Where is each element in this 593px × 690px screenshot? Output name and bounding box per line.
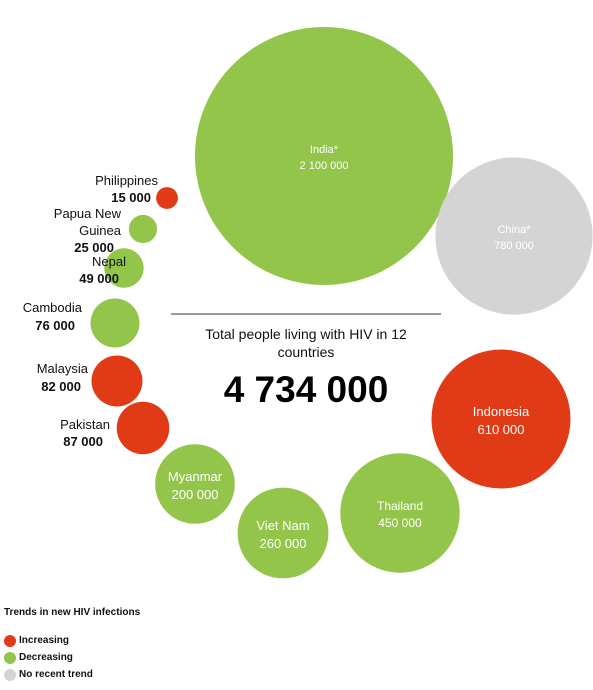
bubble-value-label: 15 000 [111, 190, 151, 205]
bubble-value-label: 610 000 [478, 422, 525, 437]
bubble-country-label: Thailand [377, 499, 423, 513]
bubble [155, 444, 235, 524]
legend-label-decreasing: Decreasing [19, 652, 73, 663]
bubble-value-label: 260 000 [260, 536, 307, 551]
total-caption-line1: Total people living with HIV in 12 [205, 326, 407, 342]
total-value: 4 734 000 [224, 369, 389, 410]
bubble-country-label: China* [497, 224, 531, 236]
legend-label-increasing: Increasing [19, 635, 70, 646]
bubbles-layer [90, 27, 593, 579]
bubble-country-label: Pakistan [60, 417, 110, 432]
bubble-country-label: Viet Nam [256, 518, 309, 533]
bubble-value-label: 200 000 [172, 487, 219, 502]
bubble [104, 248, 144, 288]
bubble-value-label: 25 000 [74, 240, 114, 255]
legend-swatch-increasing [4, 634, 16, 647]
bubble-country-label: Malaysia [37, 361, 89, 376]
bubble [237, 487, 329, 579]
bubble-value-label: 76 000 [35, 318, 75, 333]
bubble [195, 27, 453, 285]
bubble [116, 401, 170, 455]
bubble [128, 214, 158, 244]
bubble-country-label: Philippines [95, 173, 158, 188]
bubble-country-label: Myanmar [168, 469, 223, 484]
legend-label-no-recent-trend: No recent trend [19, 669, 93, 680]
legend-item-increasing: Increasing [4, 632, 140, 649]
bubble-country-label: Indonesia [473, 404, 530, 419]
bubble-country-label: India* [310, 144, 339, 156]
bubble-value-label: 450 000 [378, 516, 422, 530]
legend-title: Trends in new HIV infections [4, 607, 141, 618]
legend-item-decreasing: Decreasing [4, 649, 140, 666]
legend: Trends in new HIV infections Increasing … [4, 607, 140, 683]
bubble-value-label: 780 000 [494, 240, 534, 252]
bubble-value-label: 82 000 [41, 379, 81, 394]
bubble [156, 187, 178, 209]
legend-swatch-no-recent-trend [4, 668, 16, 681]
bubble-country-label: Cambodia [23, 300, 83, 315]
bubble-value-label: 49 000 [79, 271, 119, 286]
total-caption-line2: countries [278, 344, 335, 360]
bubble [435, 157, 593, 315]
bubble-country-label: Guinea [79, 223, 122, 238]
bubble-value-label: 2 100 000 [300, 160, 349, 172]
bubble-country-label: Papua New [54, 206, 122, 221]
bubble [90, 298, 140, 348]
bubble [91, 355, 143, 407]
bubble-country-label: Nepal [92, 254, 126, 269]
legend-item-no-recent-trend: No recent trend [4, 666, 140, 683]
bubble-value-label: 87 000 [63, 434, 103, 449]
bubble [340, 453, 460, 573]
legend-swatch-decreasing [4, 651, 16, 664]
bubble [431, 349, 571, 489]
